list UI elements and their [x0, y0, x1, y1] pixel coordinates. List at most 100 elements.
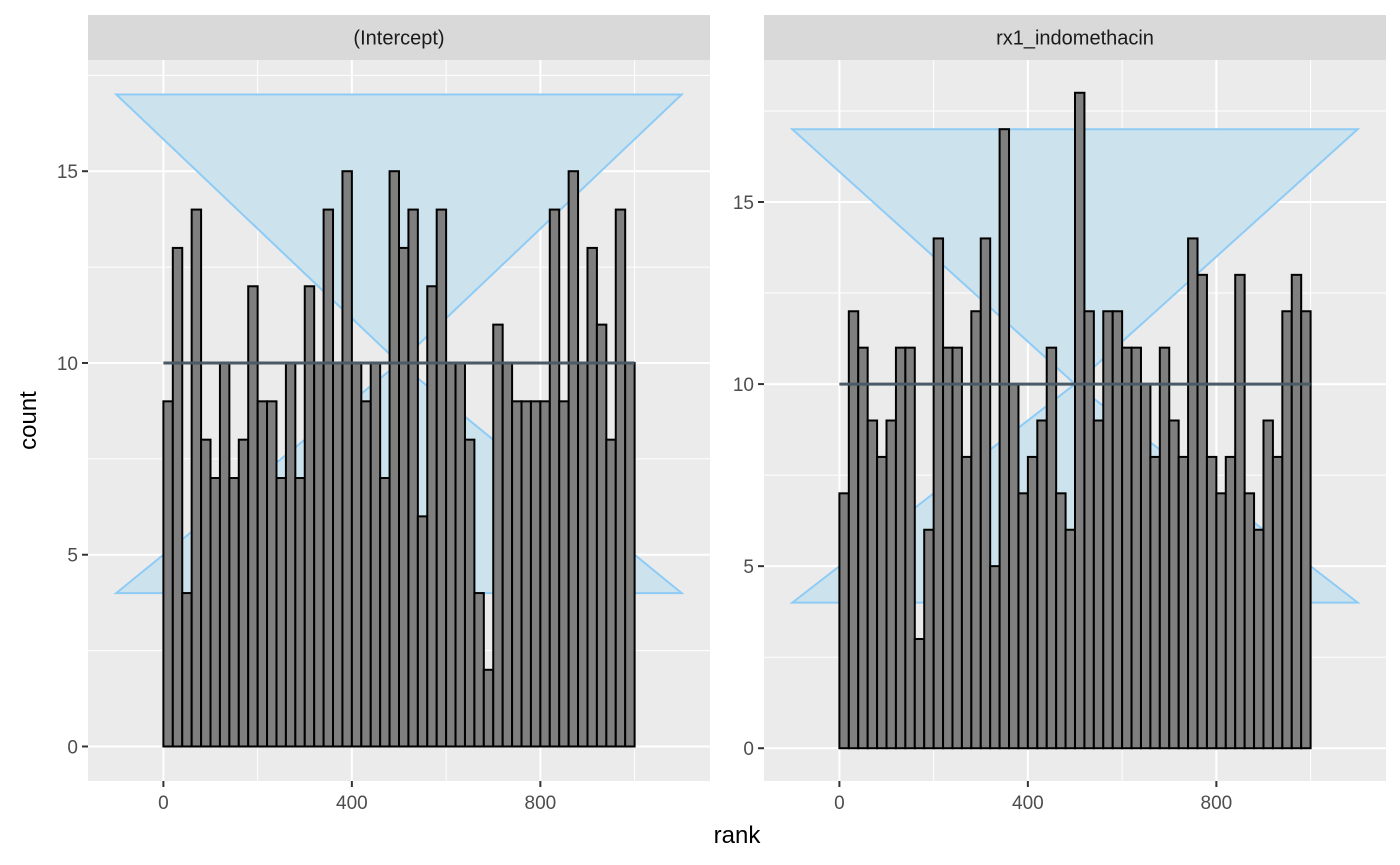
histogram-bar — [332, 361, 344, 748]
histogram-bar — [218, 361, 231, 748]
histogram-bar — [1168, 419, 1180, 750]
histogram-bar — [998, 128, 1011, 750]
histogram-bar — [162, 400, 174, 748]
histogram-bar — [228, 477, 240, 748]
y-tick-label: 15 — [733, 193, 754, 214]
y-tick-label: 15 — [57, 162, 78, 183]
histogram-bar — [866, 419, 879, 750]
histogram-bar — [614, 208, 627, 748]
histogram-bar — [932, 237, 945, 750]
histogram-bar — [1253, 528, 1265, 750]
histogram-bar — [463, 438, 476, 748]
histogram-bar — [876, 455, 888, 750]
histogram-bar — [1074, 91, 1086, 750]
histogram-bar — [605, 438, 617, 748]
histogram-bar — [567, 170, 580, 748]
histogram-bar — [435, 208, 448, 748]
histogram-bar — [529, 400, 542, 748]
x-tick-label: 800 — [1201, 793, 1233, 814]
histogram-bar — [492, 323, 504, 748]
histogram-bar — [388, 170, 400, 748]
x-tick-label: 400 — [1012, 793, 1044, 814]
histogram-bar — [407, 208, 419, 748]
histogram-bar — [379, 477, 391, 748]
y-tick-label: 5 — [67, 546, 78, 567]
histogram-bar — [416, 515, 429, 748]
histogram-bar — [294, 477, 306, 748]
histogram-bar — [1205, 455, 1218, 750]
facet-strip — [764, 15, 1386, 60]
facet-strip — [88, 15, 710, 60]
histogram-bar — [284, 361, 297, 748]
histogram-bar — [1008, 383, 1020, 750]
histogram-bar — [501, 361, 514, 748]
histogram-bar — [1017, 492, 1029, 750]
histogram-bar — [1026, 455, 1039, 750]
histogram-bar — [350, 361, 363, 748]
histogram-bar — [369, 361, 382, 748]
histogram-bar — [190, 208, 203, 748]
y-tick-label: 0 — [743, 739, 754, 760]
histogram-bar — [1243, 492, 1256, 750]
histogram-bar — [1300, 310, 1312, 750]
histogram-bar — [1055, 492, 1067, 750]
histogram-bar — [511, 400, 523, 748]
y-tick-label: 10 — [57, 354, 78, 375]
histogram-bar — [1092, 419, 1105, 750]
histogram-bar — [256, 400, 269, 748]
histogram-bar — [341, 170, 353, 748]
facet-panel: (Intercept) 0 5 10 15 0 400 800 — [57, 15, 710, 814]
histogram-bar — [1271, 455, 1284, 750]
histogram-bar — [482, 668, 495, 748]
histogram-bar — [951, 346, 963, 750]
histogram-bar — [847, 310, 860, 750]
histogram-bar — [1064, 528, 1077, 750]
histogram-bar — [923, 528, 935, 750]
histogram-bar — [1177, 455, 1190, 750]
histogram-bar — [181, 592, 193, 748]
histogram-bar — [1234, 273, 1246, 750]
histogram-bar — [857, 346, 869, 750]
y-tick-label: 5 — [743, 557, 754, 578]
histogram-bar — [360, 400, 372, 748]
histogram-bar — [209, 477, 221, 748]
histogram-bar — [989, 565, 1001, 750]
histogram-bar — [595, 323, 608, 748]
histogram-bar — [473, 592, 485, 748]
histogram-bar — [1290, 273, 1303, 750]
histogram-bar — [942, 346, 954, 750]
histogram-bar — [885, 419, 897, 750]
histogram-bar — [445, 361, 457, 748]
histogram-bar — [970, 310, 982, 750]
histogram-bar — [1036, 419, 1048, 750]
histogram-bar — [1196, 273, 1208, 750]
histogram-bar — [979, 237, 992, 750]
histogram-bar — [1139, 383, 1152, 750]
histogram-bar — [1083, 310, 1095, 750]
histogram-bar — [303, 285, 316, 748]
histogram-bar — [1158, 346, 1171, 750]
histogram-bar — [171, 246, 184, 748]
facet-panel: rx1_indomethacin 0 5 10 15 0 400 800 — [733, 15, 1386, 814]
y-axis-title: count — [15, 391, 42, 450]
histogram-bar — [558, 400, 570, 748]
histogram-bar — [266, 400, 278, 748]
x-tick-label: 400 — [336, 793, 368, 814]
histogram-bar — [913, 637, 926, 750]
histogram-bar — [237, 438, 250, 748]
histogram-bar — [960, 455, 973, 750]
histogram-bar — [904, 346, 916, 750]
histogram-bar — [1111, 310, 1124, 750]
x-tick-label: 0 — [834, 793, 845, 814]
histogram-bar — [577, 361, 589, 748]
histogram-bar — [624, 361, 636, 748]
x-tick-label: 800 — [525, 793, 557, 814]
histogram-bar — [1215, 492, 1227, 750]
facet-strip-label: (Intercept) — [353, 28, 444, 50]
histogram-bar — [1045, 346, 1058, 750]
histogram-bar — [586, 246, 598, 748]
histogram-bar — [1130, 346, 1142, 750]
histogram-bar — [1102, 310, 1114, 750]
histogram-bar — [1187, 237, 1199, 750]
y-tick-label: 0 — [67, 737, 78, 758]
